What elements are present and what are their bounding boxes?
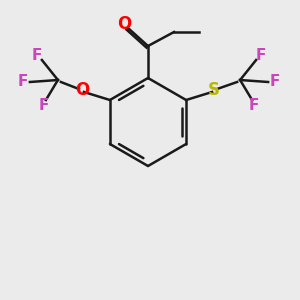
- Text: F: F: [32, 49, 42, 64]
- Text: O: O: [117, 15, 131, 33]
- Text: F: F: [270, 74, 280, 88]
- Text: F: F: [18, 74, 28, 88]
- Text: F: F: [39, 98, 49, 113]
- Text: O: O: [75, 81, 89, 99]
- Text: F: F: [249, 98, 259, 113]
- Text: F: F: [256, 49, 266, 64]
- Text: S: S: [208, 81, 220, 99]
